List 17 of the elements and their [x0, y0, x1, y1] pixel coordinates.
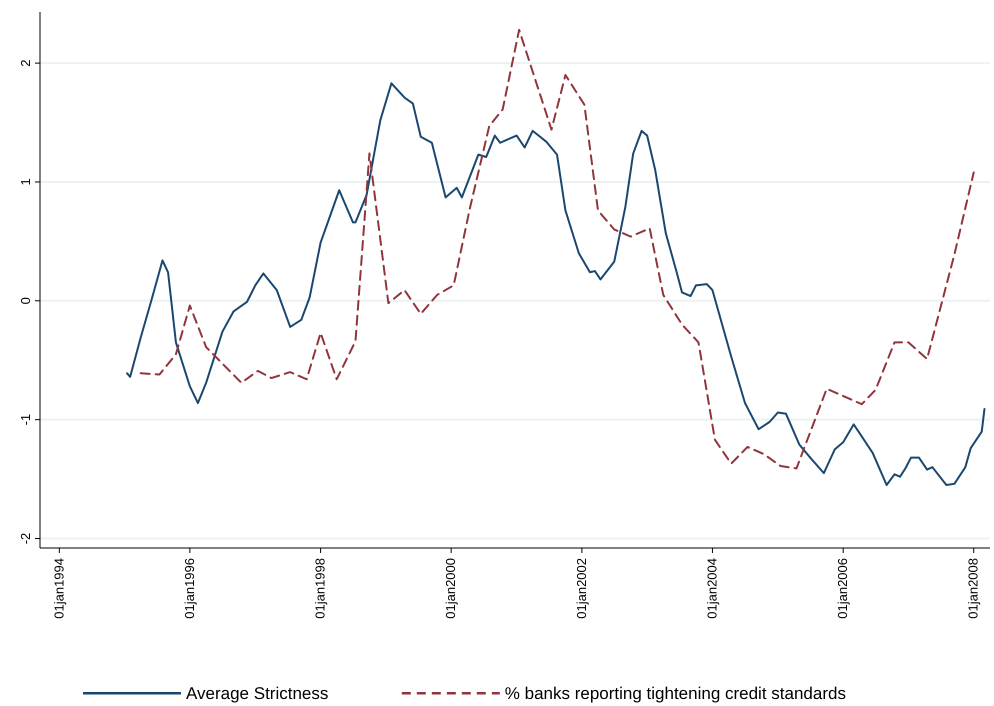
x-tick-label: 01jan2004 [704, 558, 720, 619]
x-tick-label: 01jan2006 [835, 558, 850, 619]
x-tick-label: 01jan2000 [443, 558, 458, 619]
legend-label: Average Strictness [186, 684, 328, 703]
x-tick-label: 01jan2002 [574, 558, 589, 619]
y-tick-label: 0 [18, 297, 33, 304]
legend-label: % banks reporting tightening credit standards [504, 684, 846, 703]
line-series [126, 82, 986, 486]
y-tick-label: -1 [18, 414, 33, 426]
y-tick-label: -2 [18, 532, 33, 544]
y-tick-label: 2 [18, 59, 33, 67]
x-tick-label: 01jan1994 [51, 558, 66, 619]
y-tick-label: 1 [18, 178, 33, 186]
x-tick-label: 01jan1998 [312, 558, 328, 619]
line-series [140, 28, 975, 470]
x-tick-label: 01jan2008 [966, 558, 981, 619]
x-tick-label: 01jan1996 [182, 558, 197, 619]
